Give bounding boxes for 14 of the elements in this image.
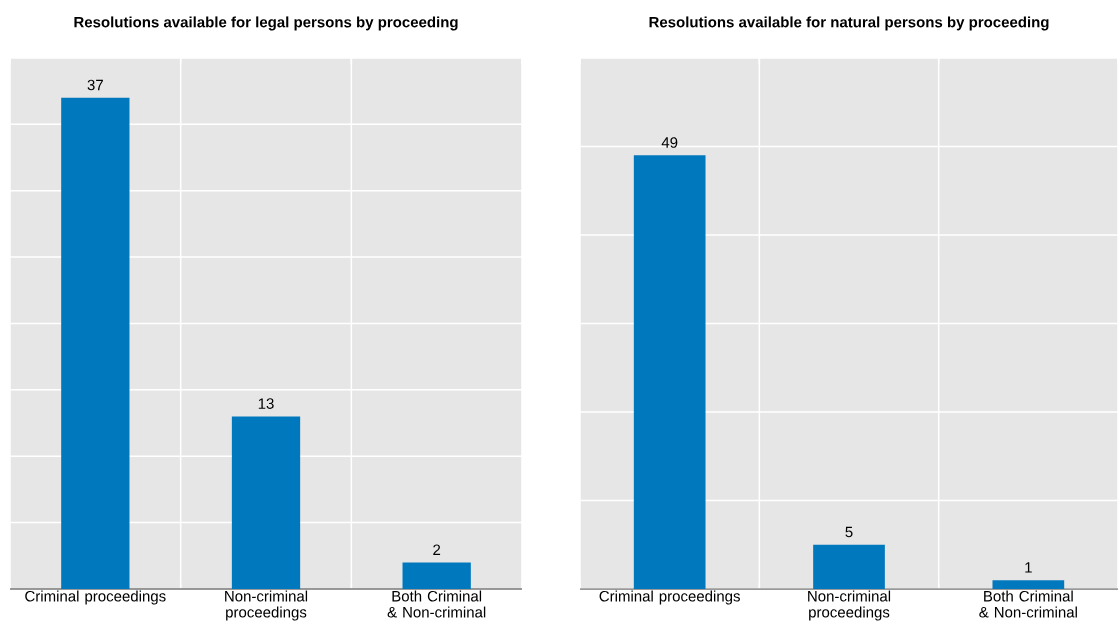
data-label: 1 [1025,562,1032,573]
x-tick-label: Non-criminal proceedings [808,590,891,621]
data-label: 2 [433,544,441,555]
chart-title: Resolutions available for legal persons by proceeding [74,16,458,31]
data-label: 13 [258,398,274,409]
x-tick-label: Criminal proceedings [25,590,166,605]
data-label: 49 [661,137,678,148]
x-tick-label: Non-criminal proceedings [225,590,308,621]
x-tick-label: Criminal proceedings [599,590,740,605]
data-label: 5 [845,526,853,538]
data-label: 37 [87,79,103,91]
x-tick-label: Both Criminal & Non-criminal [387,590,486,618]
x-tick-label: Both Criminal & Non-criminal [979,590,1077,618]
chart-title: Resolutions available for natural persons by proceeding [649,16,1049,31]
